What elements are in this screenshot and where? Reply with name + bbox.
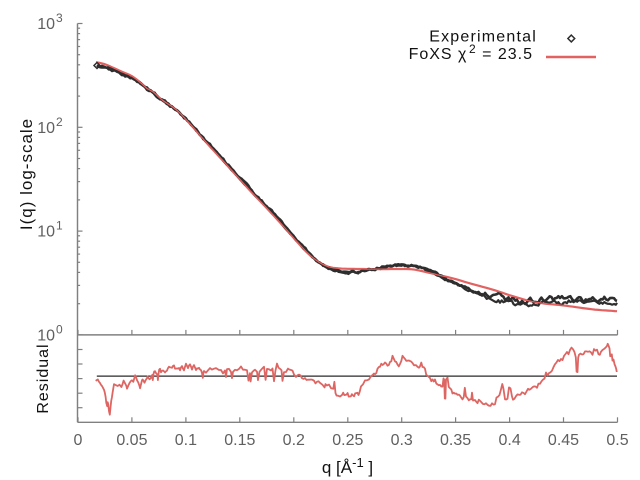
svg-text:Residual: Residual (35, 343, 52, 413)
svg-text:q [Å-1 ]: q [Å-1 ] (322, 455, 373, 477)
svg-text:0.35: 0.35 (440, 432, 471, 449)
svg-text:2: 2 (56, 115, 63, 129)
svg-text:0.05: 0.05 (116, 432, 147, 449)
svg-text:Experimental: Experimental (429, 29, 537, 46)
svg-text:0: 0 (56, 322, 63, 336)
svg-text:0.25: 0.25 (332, 432, 363, 449)
svg-text:0.15: 0.15 (224, 432, 255, 449)
svg-text:0: 0 (74, 432, 83, 449)
svg-text:0.3: 0.3 (391, 432, 413, 449)
svg-text:0.5: 0.5 (606, 432, 628, 449)
svg-text:0.2: 0.2 (283, 432, 305, 449)
svg-text:10: 10 (37, 120, 55, 137)
svg-text:0.1: 0.1 (175, 432, 197, 449)
svg-text:0.4: 0.4 (498, 432, 520, 449)
svg-text:FoXS χ2 = 23.5: FoXS χ2 = 23.5 (409, 42, 533, 63)
svg-text:I(q) log-scale: I(q) log-scale (17, 118, 36, 230)
svg-text:10: 10 (37, 16, 55, 33)
svg-text:1: 1 (56, 219, 63, 233)
svg-text:0.45: 0.45 (548, 432, 579, 449)
svg-text:10: 10 (37, 327, 55, 344)
svg-text:3: 3 (56, 11, 63, 25)
svg-text:10: 10 (37, 224, 55, 241)
